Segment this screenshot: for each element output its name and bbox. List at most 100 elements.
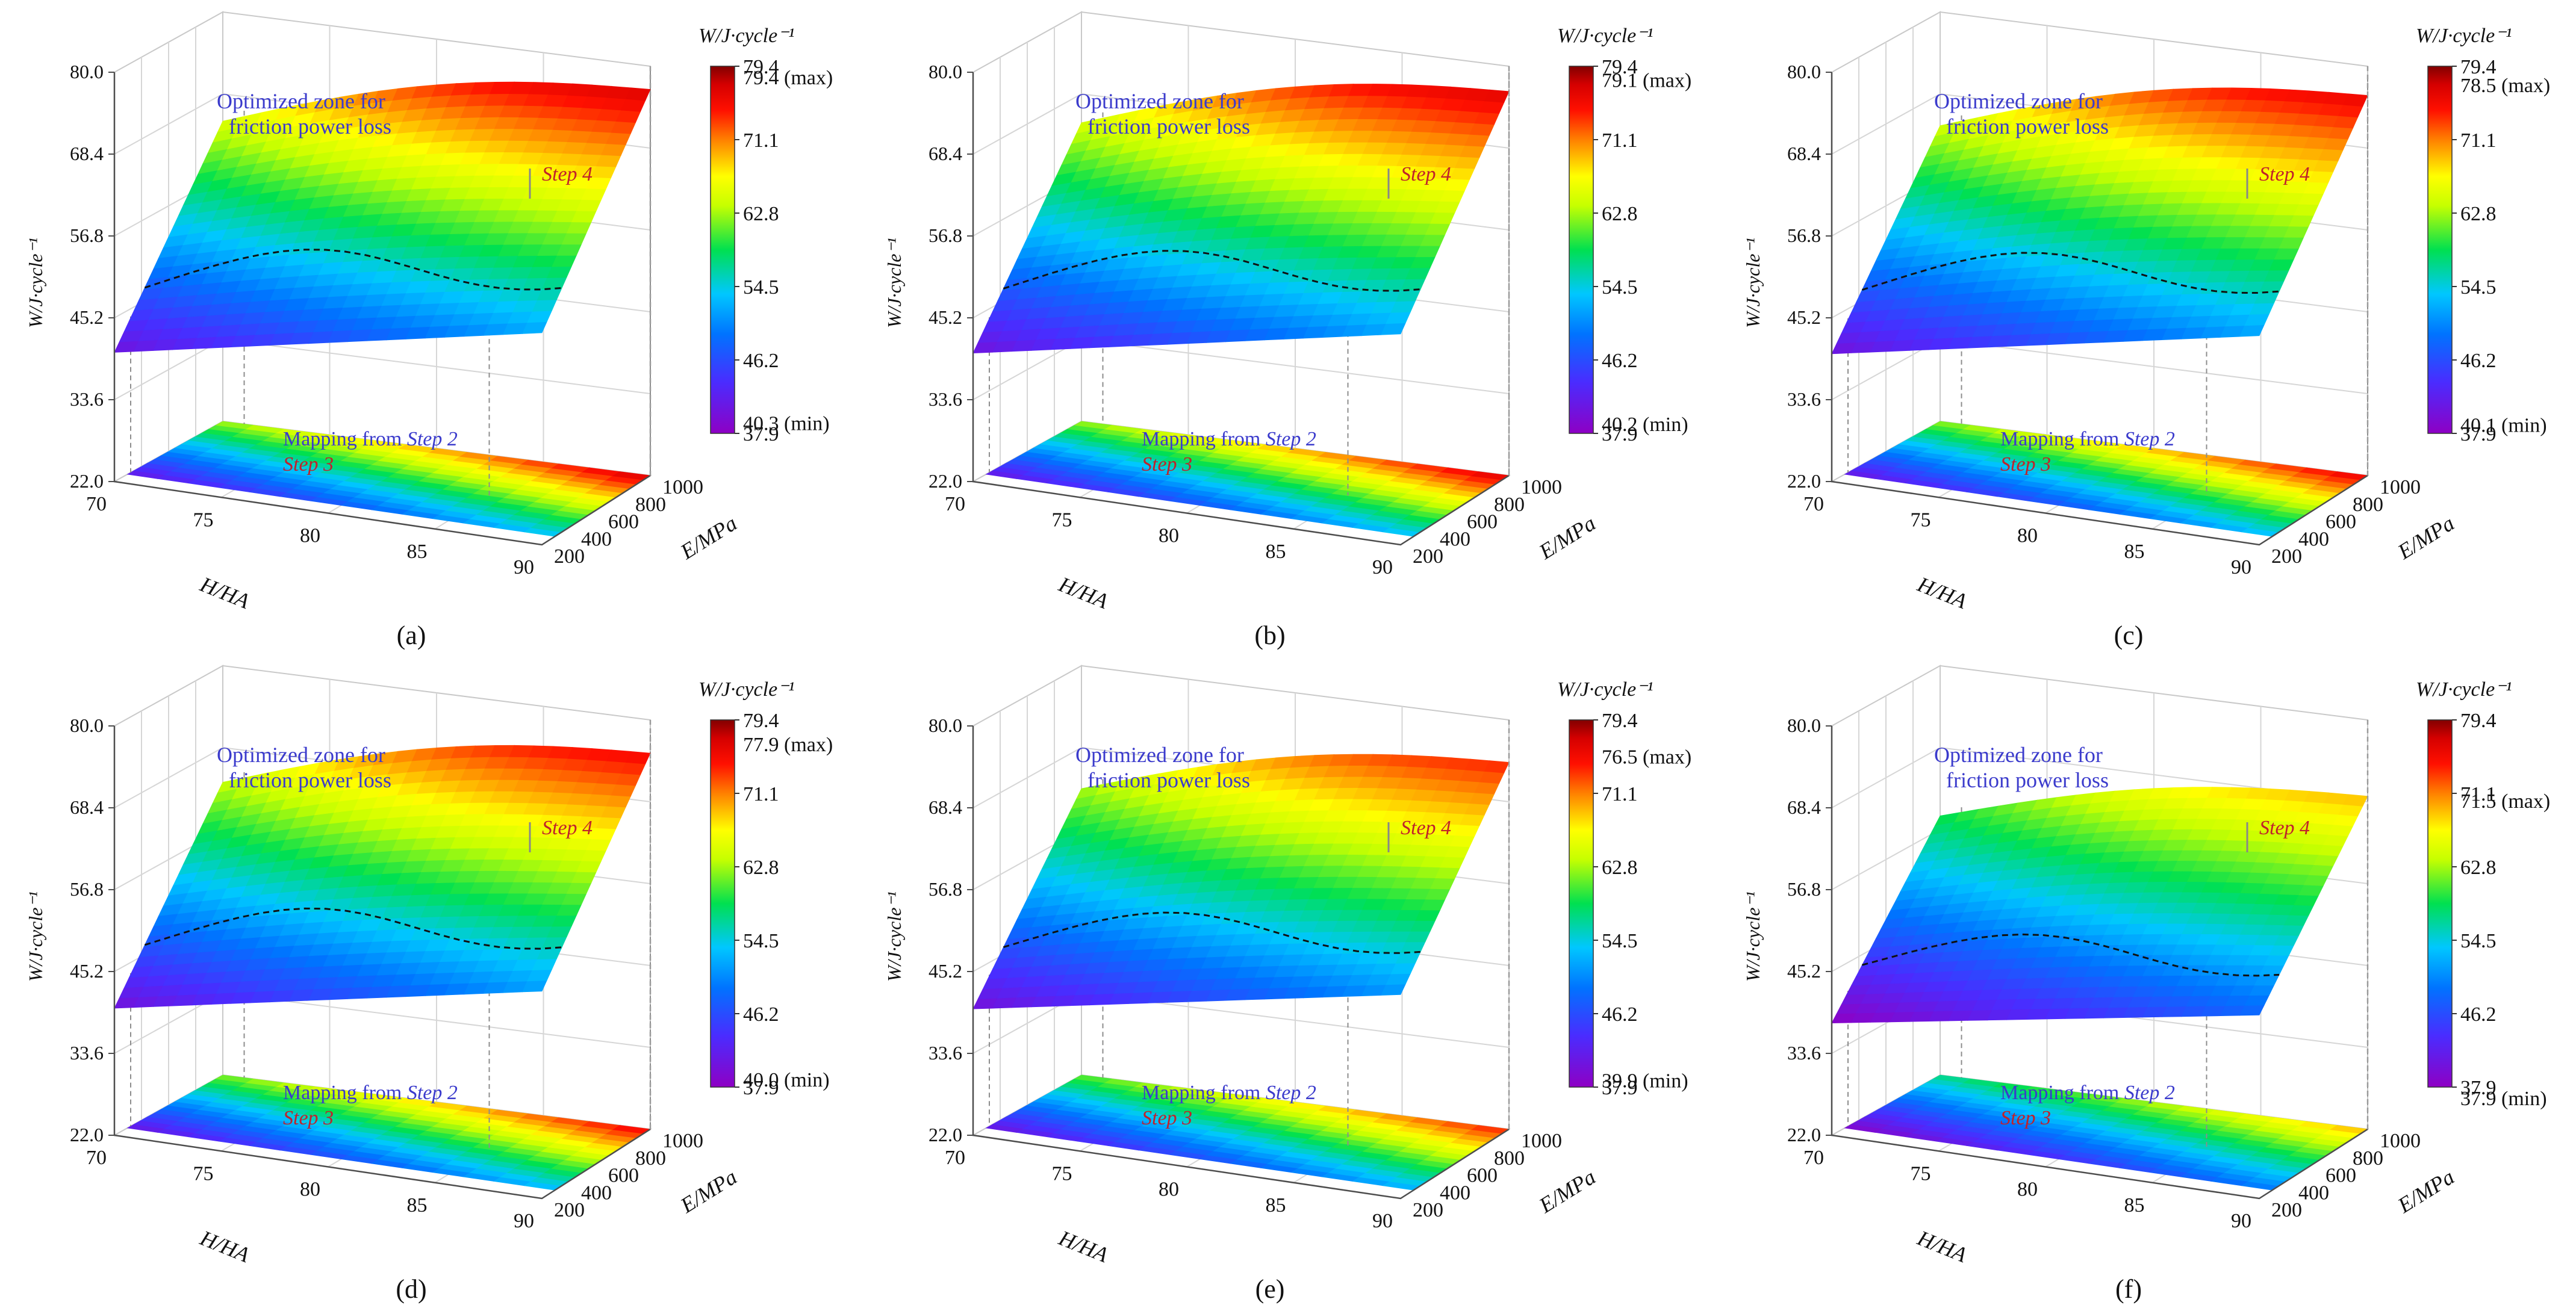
z-axis-label: W/J·cycle⁻¹ (883, 891, 905, 982)
surface (1831, 87, 2368, 355)
optimized-zone-contour (144, 907, 562, 950)
colorbar (2427, 66, 2457, 434)
colorbar-tick-label: 54.5 (1602, 930, 1638, 952)
annotation-mapping: Mapping from Step 2 (2000, 428, 2175, 450)
y-tick-label: 600 (2326, 1165, 2356, 1187)
y-tick-label: 600 (608, 1165, 639, 1187)
colorbar-tick-label: 62.8 (743, 857, 779, 879)
colorbar-tick-label: 79.4 (2460, 56, 2497, 78)
x-axis-label: H/HA (196, 572, 254, 613)
annotation-step4: Step 4 (1401, 817, 1451, 839)
x-axis-label: H/HA (1055, 1226, 1112, 1267)
colorbar-tick-label: 37.9 (1602, 423, 1638, 445)
colorbar-tick-label: 54.5 (2460, 930, 2497, 952)
x-tick-label: 90 (1372, 556, 1393, 578)
x-tick-label: 90 (514, 1210, 534, 1232)
x-axis-label: H/HA (1914, 1226, 1971, 1267)
x-tick-label: 90 (2231, 1210, 2251, 1232)
y-tick-label: 800 (1494, 494, 1525, 516)
colorbar-title: W/J·cycle⁻¹ (698, 678, 794, 701)
floor-mapping (985, 421, 1510, 537)
colorbar (1569, 66, 1598, 434)
x-tick-label: 90 (514, 556, 534, 578)
y-tick-label: 1000 (662, 1130, 703, 1152)
annotation-step3: Step 3 (1142, 1107, 1192, 1129)
annotation-optimized-zone: Optimized zone for (1934, 89, 2103, 113)
floor-mapping (1844, 1074, 2369, 1191)
optimized-zone-contour (1861, 252, 2280, 294)
x-tick-label: 85 (1266, 541, 1286, 563)
z-tick-label: 45.2 (70, 960, 104, 982)
y-tick-label: 1000 (2380, 1130, 2421, 1152)
colorbar-tick-label: 46.2 (743, 350, 779, 372)
annotation-optimized-zone: friction power loss (229, 768, 391, 792)
colorbar-min-label: 40.2 (min) (1602, 414, 1688, 436)
colorbar-tick-label: 46.2 (2460, 350, 2497, 372)
annotation-optimized-zone: friction power loss (1946, 114, 2109, 138)
surface (972, 84, 1510, 354)
y-tick-label: 600 (1467, 1165, 1498, 1187)
surface (114, 81, 651, 353)
annotation-step3: Step 3 (283, 453, 334, 476)
z-tick-label: 33.6 (70, 388, 104, 410)
panel-b: 22.0 33.6 45.2 56.8 68.4 80.0 70 75 80 85 90 200400… (883, 11, 1691, 650)
z-tick-label: 56.8 (929, 225, 962, 246)
panel-label: (e) (1255, 1274, 1285, 1304)
colorbar-tick-label: 54.5 (743, 930, 779, 952)
y-tick-label: 600 (2326, 511, 2356, 533)
colorbar-tick-label: 71.1 (2460, 783, 2497, 805)
panel-f: 22.0 33.6 45.2 56.8 68.4 80.0 70 75 80 85 90 200400… (1742, 665, 2550, 1304)
y-tick-label: 600 (608, 511, 639, 533)
y-tick-label: 800 (635, 1147, 666, 1170)
y-tick-label: 400 (2298, 1182, 2329, 1204)
colorbar-tick-label: 54.5 (2460, 276, 2497, 299)
colorbar-tick-label: 71.1 (1602, 129, 1638, 152)
colorbar-tick-label: 37.9 (743, 1077, 779, 1099)
z-tick-label: 22.0 (1787, 1124, 1821, 1145)
annotation-mapping: Mapping from Step 2 (1142, 1082, 1316, 1104)
annotation-optimized-zone: Optimized zone for (217, 743, 385, 767)
colorbar (1569, 719, 1598, 1088)
annotation-step3: Step 3 (2000, 1107, 2051, 1129)
colorbar-max-label: 78.5 (max) (2460, 75, 2550, 97)
z-tick-label: 22.0 (70, 470, 104, 492)
floor-mapping (1844, 421, 2369, 537)
colorbar-tick-label: 62.8 (1602, 857, 1638, 879)
optimized-zone-contour (144, 249, 562, 291)
y-tick-label: 200 (554, 1199, 585, 1221)
colorbar-title: W/J·cycle⁻¹ (698, 25, 794, 47)
x-tick-label: 85 (407, 1194, 428, 1217)
box-edges (113, 720, 652, 1200)
x-tick-label: 70 (1803, 493, 1824, 515)
y-tick-label: 1000 (1521, 1130, 1562, 1152)
x-tick-label: 75 (1911, 509, 1931, 531)
colorbar-tick-label: 79.4 (1602, 710, 1638, 732)
x-axis-label: H/HA (1055, 572, 1112, 613)
x-axis-label: H/HA (1914, 572, 1971, 613)
y-tick-label: 200 (2271, 545, 2302, 568)
y-tick-label: 1000 (1521, 476, 1562, 498)
x-tick-label: 80 (2017, 525, 2038, 547)
z-axis-label: W/J·cycle⁻¹ (25, 891, 46, 982)
annotation-optimized-zone: friction power loss (1087, 114, 1250, 138)
annotation-optimized-zone: Optimized zone for (1075, 89, 1244, 113)
colorbar-tick-label: 46.2 (1602, 350, 1638, 372)
optimized-zone-contour (1003, 250, 1421, 292)
colorbar-min-label: 40.0 (min) (743, 1069, 830, 1091)
surface (1831, 787, 2368, 1024)
y-tick-label: 1000 (2380, 476, 2421, 498)
box-edges (1831, 720, 2369, 1200)
y-tick-label: 600 (1467, 511, 1498, 533)
x-tick-label: 70 (1803, 1147, 1824, 1169)
colorbar-tick-label: 79.4 (743, 56, 779, 78)
y-tick-label: 200 (554, 545, 585, 568)
annotation-step4: Step 4 (2259, 817, 2310, 839)
z-tick-label: 68.4 (929, 143, 962, 164)
z-tick-label: 22.0 (70, 1124, 104, 1145)
annotation-step4: Step 4 (542, 163, 593, 185)
x-tick-label: 70 (945, 1147, 965, 1169)
panel-label: (f) (2115, 1274, 2142, 1304)
z-tick-label: 33.6 (1787, 1042, 1821, 1064)
colorbar (710, 719, 739, 1088)
